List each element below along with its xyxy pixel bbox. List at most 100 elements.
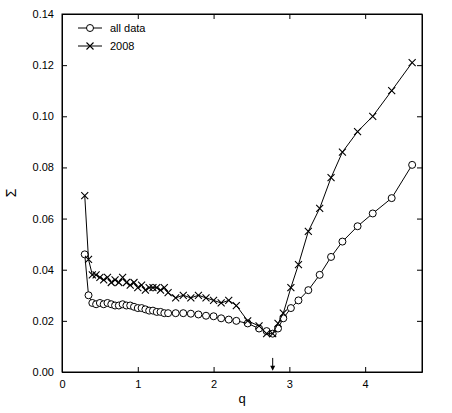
tick-mark (289, 14, 290, 19)
point (85, 256, 92, 263)
tick-mark (62, 270, 67, 271)
point-shape (131, 279, 138, 286)
legend-item: all data (78, 22, 146, 34)
point-shape (409, 59, 416, 66)
tick (365, 14, 366, 19)
point-shape (295, 261, 302, 268)
x-axis-title: q (238, 391, 245, 406)
point (218, 299, 225, 306)
arrow (270, 358, 275, 371)
point-shape (161, 284, 168, 291)
point-shape (244, 317, 251, 324)
point-shape (187, 310, 194, 317)
point (328, 253, 335, 260)
point (354, 223, 361, 230)
tick-label: 3 (287, 378, 293, 390)
tick-mark (138, 367, 139, 372)
tick-label: 0.10 (33, 110, 54, 122)
point-shape (165, 289, 172, 296)
point-shape (93, 271, 100, 278)
point (295, 297, 302, 304)
point (195, 292, 202, 299)
tick (417, 116, 422, 117)
point-shape (187, 294, 194, 301)
point (328, 174, 335, 181)
point (305, 228, 312, 235)
tick-label: 2 (211, 378, 217, 390)
point-shape (119, 274, 126, 281)
point-shape (354, 223, 361, 230)
arrow-shaft (272, 358, 273, 367)
point-shape (134, 284, 141, 291)
point (172, 310, 179, 317)
legend: all data 2008 (78, 22, 146, 52)
point (108, 279, 115, 286)
point-shape (123, 279, 130, 286)
data-area (81, 59, 415, 337)
point (157, 287, 164, 294)
tick-mark (138, 14, 139, 19)
point-shape (203, 294, 210, 301)
legend-item: 2008 (78, 40, 134, 52)
point (112, 276, 119, 283)
point-shape (316, 205, 323, 212)
point (165, 310, 172, 317)
point (138, 282, 145, 289)
point (146, 284, 153, 291)
point-shape (210, 313, 217, 320)
point (280, 310, 287, 317)
tick-mark (214, 367, 215, 372)
point (233, 302, 240, 309)
tick-label: 0.12 (33, 59, 54, 71)
point (218, 315, 225, 322)
legend-label: all data (110, 22, 146, 34)
tick (417, 167, 422, 168)
y-axis-title: Σ (3, 188, 19, 197)
tick-label: 1 (135, 378, 141, 390)
point-shape (328, 253, 335, 260)
legend-marker (87, 43, 94, 50)
point-shape (104, 274, 111, 281)
point (316, 205, 323, 212)
point (134, 284, 141, 291)
point (119, 274, 126, 281)
point-shape (89, 271, 96, 278)
tick-label: 4 (363, 378, 369, 390)
point-shape (354, 128, 361, 135)
tick (289, 14, 290, 19)
point-shape (218, 299, 225, 306)
point (388, 195, 395, 202)
point (153, 284, 160, 291)
point (142, 287, 149, 294)
point-shape (409, 161, 416, 168)
point-shape (195, 311, 202, 318)
point-shape (339, 238, 346, 245)
series-line (85, 63, 412, 334)
point (81, 192, 88, 199)
point-shape (287, 284, 294, 291)
point-shape (85, 292, 92, 299)
x-axis: 01234 (59, 367, 422, 390)
tick: 2 (211, 367, 217, 390)
point-shape (287, 305, 294, 312)
point (172, 294, 179, 301)
tick-mark (417, 167, 422, 168)
point (81, 251, 88, 258)
point (203, 312, 210, 319)
point-shape (180, 310, 187, 317)
point-shape (369, 113, 376, 120)
point-shape (388, 195, 395, 202)
tick-label: 0.02 (33, 315, 54, 327)
legend-label: 2008 (110, 40, 134, 52)
legend-marker-shape (87, 25, 94, 32)
tick-mark (62, 321, 67, 322)
point-shape (233, 302, 240, 309)
tick-label: 0.08 (33, 161, 54, 173)
point (244, 317, 251, 324)
tick-label: 0.04 (33, 264, 54, 276)
point (180, 292, 187, 299)
point-shape (138, 282, 145, 289)
point-shape (172, 310, 179, 317)
point-shape (275, 320, 282, 327)
point (93, 271, 100, 278)
